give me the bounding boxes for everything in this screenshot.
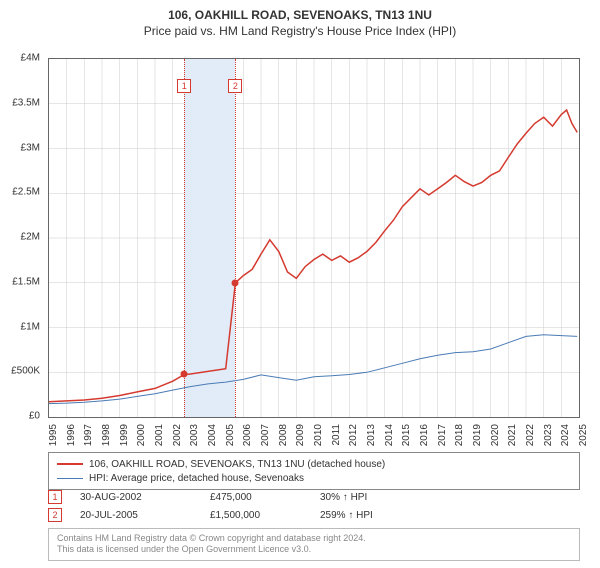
x-tick-label: 2018 [454, 424, 465, 446]
x-tick-label: 2021 [507, 424, 518, 446]
x-tick-label: 2001 [154, 424, 165, 446]
footer-line1: Contains HM Land Registry data © Crown c… [57, 533, 571, 544]
x-tick-label: 2025 [578, 424, 589, 446]
event-badge: 1 [177, 79, 191, 93]
event-date: 20-JUL-2005 [80, 510, 210, 521]
x-tick-label: 2014 [384, 424, 395, 446]
x-tick-label: 1998 [101, 424, 112, 446]
event-price: £475,000 [210, 492, 320, 503]
legend-row: 106, OAKHILL ROAD, SEVENOAKS, TN13 1NU (… [57, 457, 571, 471]
y-tick-label: £1M [21, 321, 40, 332]
x-tick-label: 2008 [278, 424, 289, 446]
event-badge: 2 [228, 79, 242, 93]
x-tick-label: 1999 [119, 424, 130, 446]
legend-swatch [57, 478, 83, 479]
x-axis-labels: 1995 1996 1997 1998 1999 2000 2001 2002 2003 2004… [48, 420, 580, 450]
x-tick-label: 2023 [543, 424, 554, 446]
y-axis-labels: £0£500K£1M£1.5M£2M£2.5M£3M£3.5M£4M [0, 58, 44, 418]
x-tick-label: 1995 [48, 424, 59, 446]
event-row: 2 20-JUL-2005£1,500,000259% ↑ HPI [48, 506, 580, 524]
y-tick-label: £3M [21, 142, 40, 153]
x-tick-label: 2002 [172, 424, 183, 446]
y-tick-label: £1.5M [12, 276, 40, 287]
x-tick-label: 2020 [490, 424, 501, 446]
x-tick-label: 2011 [331, 424, 342, 446]
legend-label: 106, OAKHILL ROAD, SEVENOAKS, TN13 1NU (… [89, 459, 385, 470]
y-tick-label: £2.5M [12, 187, 40, 198]
legend-row: HPI: Average price, detached house, Seve… [57, 471, 571, 485]
x-tick-label: 2007 [260, 424, 271, 446]
legend: 106, OAKHILL ROAD, SEVENOAKS, TN13 1NU (… [48, 452, 580, 490]
footer-attribution: Contains HM Land Registry data © Crown c… [48, 528, 580, 561]
x-tick-label: 2005 [225, 424, 236, 446]
x-tick-label: 2009 [295, 424, 306, 446]
x-tick-label: 2013 [366, 424, 377, 446]
event-row: 1 30-AUG-2002£475,00030% ↑ HPI [48, 488, 580, 506]
event-row-badge: 2 [48, 508, 62, 522]
legend-swatch [57, 463, 83, 465]
x-tick-label: 2006 [242, 424, 253, 446]
x-tick-label: 1997 [83, 424, 94, 446]
y-tick-label: £4M [21, 53, 40, 64]
event-row-badge: 1 [48, 490, 62, 504]
x-tick-label: 2015 [401, 424, 412, 446]
x-tick-label: 2000 [136, 424, 147, 446]
x-tick-label: 2024 [560, 424, 571, 446]
event-price: £1,500,000 [210, 510, 320, 521]
x-tick-label: 2019 [472, 424, 483, 446]
event-date: 30-AUG-2002 [80, 492, 210, 503]
x-tick-label: 2010 [313, 424, 324, 446]
y-tick-label: £2M [21, 232, 40, 243]
events-table: 1 30-AUG-2002£475,00030% ↑ HPI 2 20-JUL-200… [48, 488, 580, 524]
x-tick-label: 2016 [419, 424, 430, 446]
event-marker-dot [181, 371, 188, 378]
x-tick-label: 2003 [189, 424, 200, 446]
chart-container: 106, OAKHILL ROAD, SEVENOAKS, TN13 1NU P… [0, 8, 600, 568]
footer-line2: This data is licensed under the Open Gov… [57, 544, 571, 555]
plot-area: 12 [48, 58, 580, 418]
y-tick-label: £500K [11, 366, 40, 377]
page-title: 106, OAKHILL ROAD, SEVENOAKS, TN13 1NU [0, 8, 600, 22]
y-tick-label: £0 [29, 411, 40, 422]
page-subtitle: Price paid vs. HM Land Registry's House … [0, 24, 600, 38]
x-tick-label: 2004 [207, 424, 218, 446]
event-pct: 30% ↑ HPI [320, 492, 420, 503]
event-pct: 259% ↑ HPI [320, 510, 420, 521]
y-tick-label: £3.5M [12, 97, 40, 108]
x-tick-label: 2017 [437, 424, 448, 446]
legend-label: HPI: Average price, detached house, Seve… [89, 473, 304, 484]
series-property [49, 110, 577, 402]
x-tick-label: 1996 [66, 424, 77, 446]
x-tick-label: 2022 [525, 424, 536, 446]
event-marker-dot [232, 279, 239, 286]
series-lines [49, 59, 579, 417]
x-tick-label: 2012 [348, 424, 359, 446]
